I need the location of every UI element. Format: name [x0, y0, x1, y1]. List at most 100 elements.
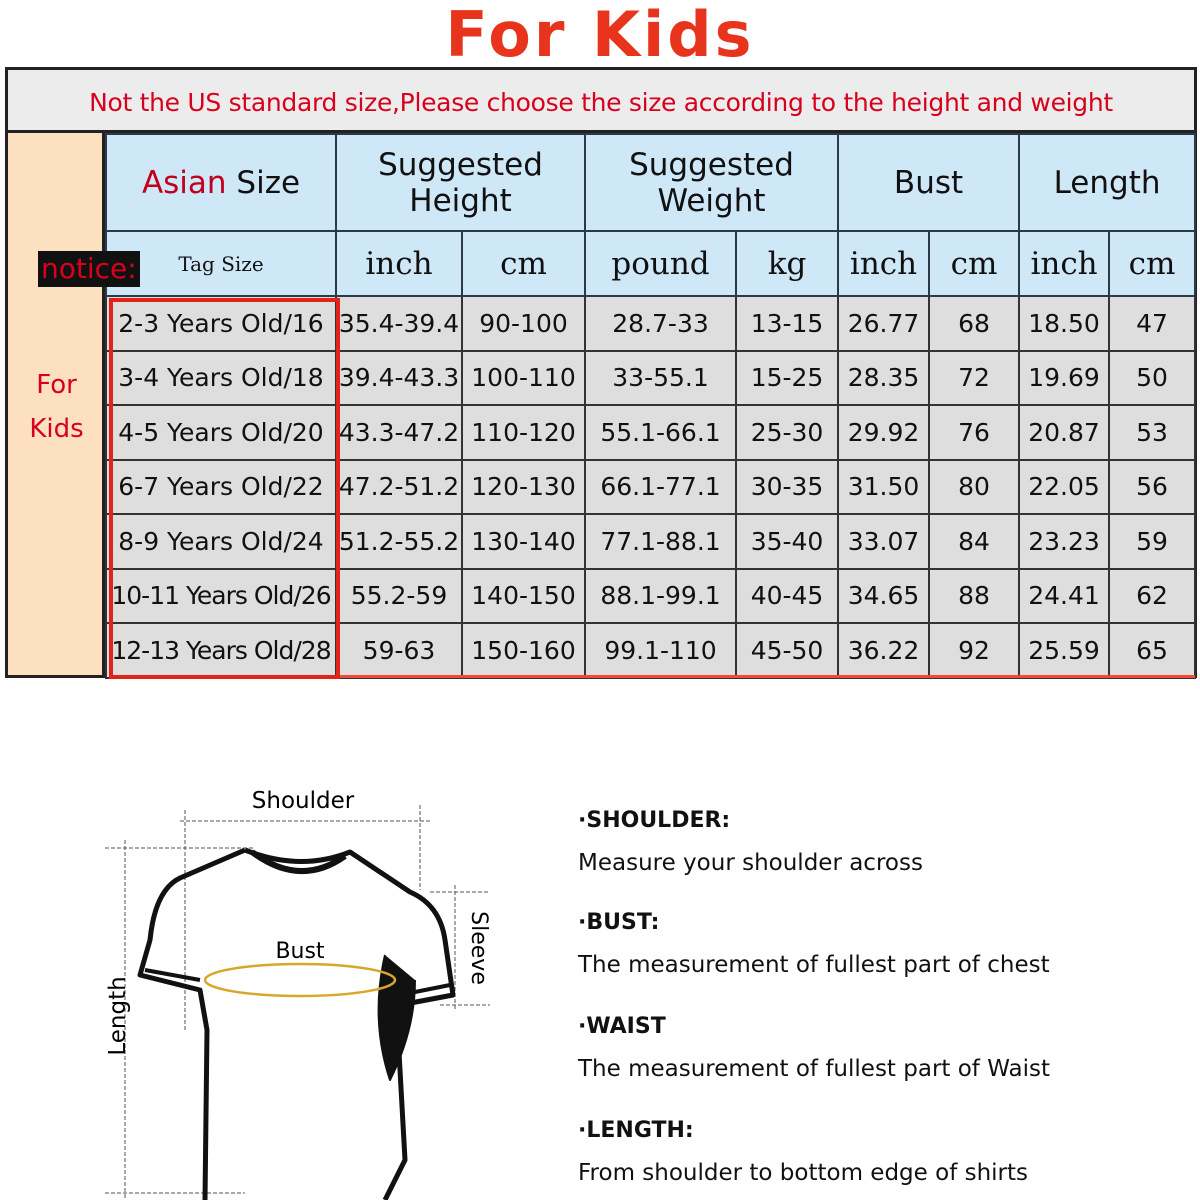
table-row: 6-7 Years Old/22 47.2-51.2 120-130 66.1-77.…: [105, 458, 1197, 515]
table-cell: 55.1-66.1: [584, 404, 738, 461]
table-cell: 99.1-110: [584, 622, 738, 679]
table-cell: 100-110: [460, 349, 587, 406]
guide-text: From shoulder to bottom edge of shirts: [578, 1160, 1029, 1186]
notice-badge: notice:: [38, 251, 140, 287]
table-cell: 77.1-88.1: [584, 513, 738, 570]
header-suggested-height: Suggested Height: [334, 133, 587, 232]
table-cell: 23.23: [1018, 513, 1111, 570]
table-cell: 88.1-99.1: [584, 567, 738, 624]
table-cell: 80: [928, 458, 1021, 515]
subheader-0: Tag Size: [105, 230, 337, 297]
table-cell: 150-160: [460, 622, 587, 679]
table-cell: 72: [928, 349, 1021, 406]
bust-label: Bust: [275, 939, 324, 964]
header-asian-size: Asian Size: [105, 133, 337, 232]
table-cell: 26.77: [837, 295, 931, 352]
table-cell: 47: [1108, 295, 1197, 352]
table-cell: 130-140: [460, 513, 587, 570]
table-cell: 65: [1108, 622, 1197, 679]
table-cell: 33-55.1: [584, 349, 738, 406]
table-cell: 140-150: [460, 567, 587, 624]
tag-size-cell: 6-7 Years Old/22: [105, 458, 337, 515]
table-cell: 40-45: [735, 567, 840, 624]
tag-size-cell: 2-3 Years Old/16: [105, 295, 337, 352]
side-label-line: Kids: [29, 414, 84, 444]
side-label: For Kids: [8, 363, 105, 451]
table-row: 3-4 Years Old/18 39.4-43.3 100-110 33-55.1 1…: [105, 349, 1197, 406]
tshirt-diagram: Bust Shoulder Sleeve Length: [105, 788, 491, 1200]
table-row: 12-13 Years Old/28 59-63 150-160 99.1-110 45…: [105, 622, 1197, 679]
table-row: 8-9 Years Old/24 51.2-55.2 130-140 77.1-88.…: [105, 513, 1197, 570]
subheader-6: cm: [928, 230, 1021, 297]
table-cell: 25-30: [735, 404, 840, 461]
table-cell: 88: [928, 567, 1021, 624]
side-column: For Kids: [8, 133, 105, 675]
table-cell: 76: [928, 404, 1021, 461]
header-length: Length: [1018, 133, 1197, 232]
table-cell: 20.87: [1018, 404, 1111, 461]
table-cell: 59: [1108, 513, 1197, 570]
header-text: Suggested Height: [378, 146, 543, 219]
page-title: For Kids: [445, 0, 755, 71]
table-cell: 84: [928, 513, 1021, 570]
table-cell: 59-63: [335, 622, 463, 679]
guide-heading: ·WAIST: [578, 1014, 666, 1039]
table-cell: 19.69: [1018, 349, 1111, 406]
tag-size-cell: 12-13 Years Old/28: [105, 622, 337, 679]
subheader-1: inch: [335, 230, 463, 297]
table-cell: 55.2-59: [335, 567, 463, 624]
table-cell: 25.59: [1018, 622, 1111, 679]
subheader-5: inch: [837, 230, 931, 297]
tag-size-cell: 4-5 Years Old/20: [105, 404, 337, 461]
table-cell: 18.50: [1018, 295, 1111, 352]
table-cell: 29.92: [837, 404, 931, 461]
size-chart: Not the US standard size,Please choose t…: [5, 67, 1197, 679]
table-cell: 15-25: [735, 349, 840, 406]
asian-text: Asian: [141, 164, 227, 201]
side-label-line: For: [36, 370, 77, 400]
table-cell: 51.2-55.2: [335, 513, 463, 570]
header-text: Suggested Weight: [629, 146, 794, 219]
table-cell: 39.4-43.3: [335, 349, 463, 406]
table-cell: 66.1-77.1: [584, 458, 738, 515]
table-cell: 33.07: [837, 513, 931, 570]
table-cell: 68: [928, 295, 1021, 352]
table-cell: 36.22: [837, 622, 931, 679]
size-table: Asian Size Suggested Height Suggested We…: [105, 133, 1197, 679]
subheader-8: cm: [1108, 230, 1197, 297]
table-cell: 30-35: [735, 458, 840, 515]
guide-text: The measurement of fullest part of Waist: [578, 1056, 1050, 1082]
subheader-row: Tag Size inch cm pound kg inch cm inch cm: [105, 230, 1197, 297]
shoulder-label: Shoulder: [252, 788, 355, 814]
table-cell: 120-130: [460, 458, 587, 515]
table-cell: 62: [1108, 567, 1197, 624]
tag-size-cell: 10-11 Years Old/26: [105, 567, 337, 624]
tag-size-cell: 3-4 Years Old/18: [105, 349, 337, 406]
guide-heading: ·BUST:: [578, 910, 660, 935]
subheader-2: cm: [460, 230, 587, 297]
table-cell: 92: [928, 622, 1021, 679]
table-cell: 47.2-51.2: [335, 458, 463, 515]
table-row: 10-11 Years Old/26 55.2-59 140-150 88.1-99.…: [105, 567, 1197, 624]
guide-text: Measure your shoulder across: [578, 850, 923, 876]
length-label: Length: [105, 976, 131, 1055]
tag-size-cell: 8-9 Years Old/24: [105, 513, 337, 570]
table-cell: 35.4-39.4: [335, 295, 463, 352]
table-row: 2-3 Years Old/16 35.4-39.4 90-100 28.7-33 13…: [105, 295, 1197, 352]
header-bust: Bust: [837, 133, 1021, 232]
table-cell: 28.7-33: [584, 295, 738, 352]
header-suggested-weight: Suggested Weight: [584, 133, 840, 232]
bust-ellipse: [203, 962, 397, 998]
guide-heading: ·LENGTH:: [578, 1118, 694, 1143]
notice-bar: Not the US standard size,Please choose t…: [8, 70, 1194, 133]
table-row: 4-5 Years Old/20 43.3-47.2 110-120 55.1-66.…: [105, 404, 1197, 461]
table-cell: 34.65: [837, 567, 931, 624]
subheader-4: kg: [735, 230, 840, 297]
table-cell: 24.41: [1018, 567, 1111, 624]
table-cell: 110-120: [460, 404, 587, 461]
table-cell: 31.50: [837, 458, 931, 515]
table-cell: 90-100: [460, 295, 587, 352]
subheader-3: pound: [584, 230, 738, 297]
sleeve-label: Sleeve: [466, 911, 491, 985]
table-cell: 35-40: [735, 513, 840, 570]
